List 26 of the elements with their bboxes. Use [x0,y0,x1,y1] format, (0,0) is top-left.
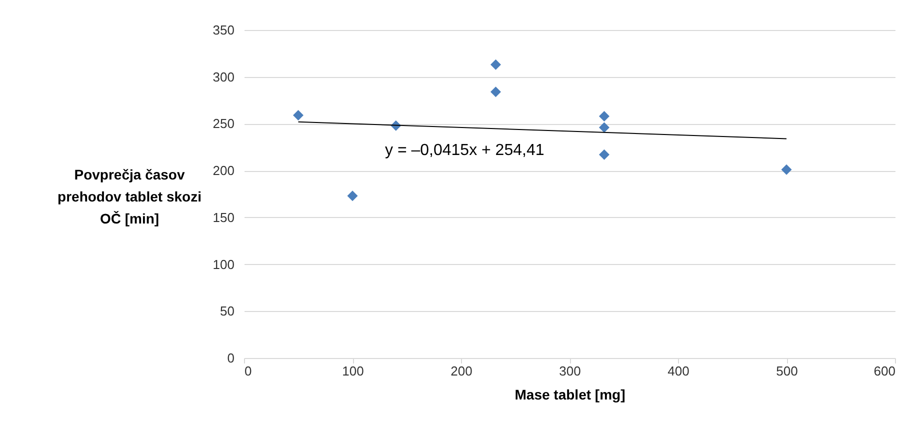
y-tick-label: 250 [212,116,234,132]
point [781,164,792,175]
y-tick-label: 150 [212,210,234,225]
x-tick-label: 0 [244,364,252,378]
point [598,149,610,160]
x-tick-label: 500 [776,364,798,378]
point [293,110,304,121]
point [347,190,358,202]
x-tick-label: 600 [874,364,896,378]
x-tick-label: 100 [342,364,364,378]
y-tick-label: 350 [212,22,234,38]
point [598,122,610,133]
y-tick-label: 200 [212,163,234,178]
x-axis-title: Mase tablet [mg] [514,386,626,402]
x-tick-label: 200 [450,364,472,378]
y-tick-label: 300 [212,69,234,84]
y-tick-label: 50 [220,304,234,319]
point [598,110,610,122]
x-tick-label: 300 [559,364,581,378]
y-tick-label: 100 [212,256,234,272]
annotation: y = –0,0415x + 254,41 [385,142,544,159]
y-tick-label: 0 [227,350,234,366]
x-tick-label: 400 [668,364,690,378]
point [490,59,501,70]
y-axis-title: Povprečja časov prehodov tablet skozi OČ [min] [58,166,202,226]
point [490,86,501,98]
